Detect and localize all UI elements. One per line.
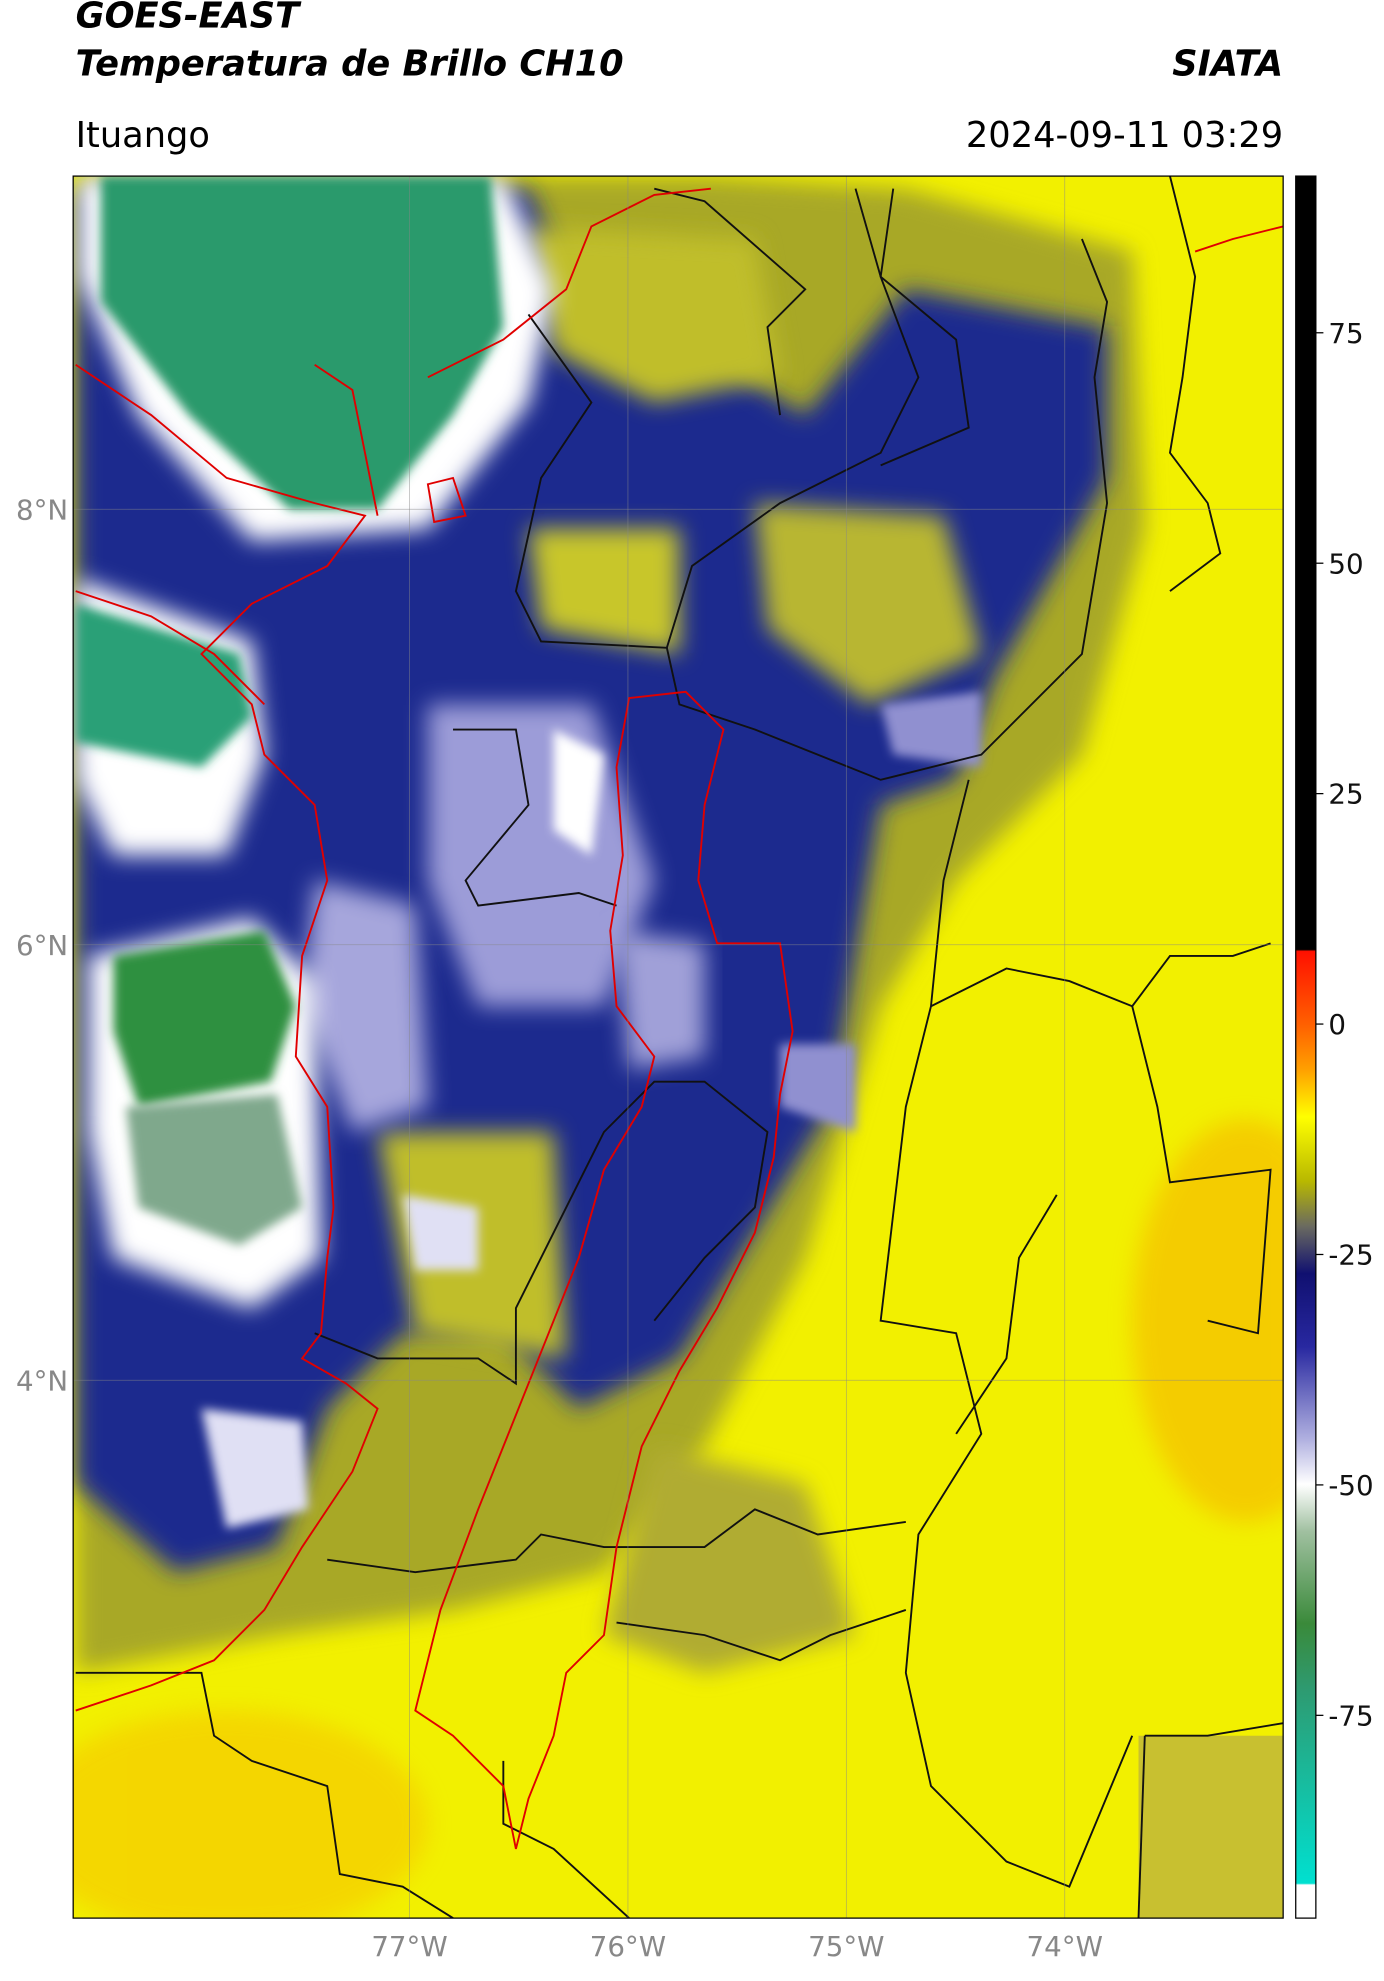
- lon-label: 77°W: [371, 1930, 447, 1963]
- colorbar-tick-label: 25: [1328, 778, 1363, 811]
- colorbar-tick-label: 50: [1328, 547, 1363, 580]
- lat-label: 4°N: [16, 1364, 68, 1397]
- map-frame: [72, 175, 1284, 1919]
- colorbar-tick-label: -50: [1328, 1469, 1373, 1502]
- subtitle: Temperatura de Brillo CH10: [76, 43, 624, 84]
- lon-label: 75°W: [808, 1930, 884, 1963]
- satellite-image: [73, 176, 1284, 1919]
- lat-label: 6°N: [16, 929, 68, 962]
- colorbar-tick-label: 0: [1328, 1008, 1346, 1041]
- datetime: 2024-09-11 03:29: [966, 115, 1283, 156]
- colorbar-tick-label: -25: [1328, 1239, 1373, 1272]
- lon-label: 74°W: [1027, 1930, 1103, 1963]
- lon-label: 76°W: [590, 1930, 666, 1963]
- location: Ituango: [76, 115, 210, 156]
- colorbar-tick-label: 75: [1328, 317, 1363, 350]
- grid: [73, 176, 1284, 1919]
- title: GOES-EAST: [76, 0, 302, 37]
- source: SIATA: [1172, 43, 1283, 84]
- colorbar: [1295, 175, 1317, 1919]
- colorbar-tick-label: -75: [1328, 1699, 1373, 1732]
- lat-label: 8°N: [16, 493, 68, 526]
